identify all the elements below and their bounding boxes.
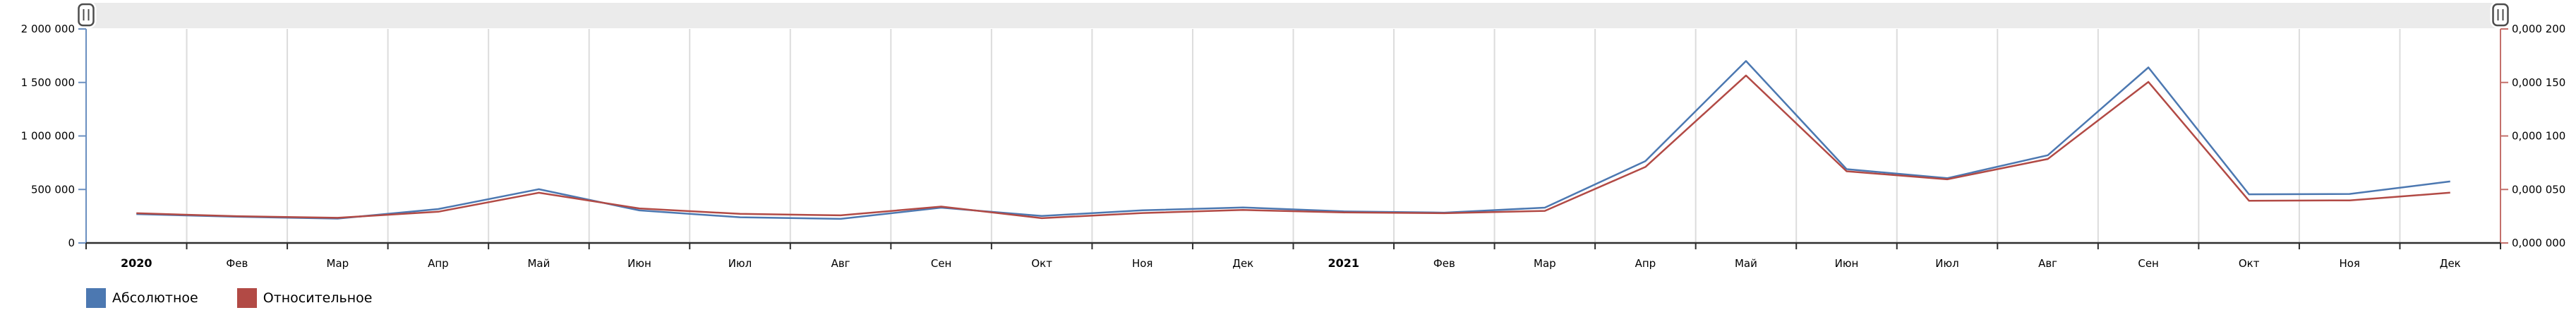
x-axis-label: Июл — [1935, 257, 1958, 270]
legend-label-absolute: Абсолютное — [112, 290, 198, 306]
x-axis-label: Окт — [1031, 257, 1052, 270]
x-axis-label: Фев — [226, 257, 248, 270]
range-end-handle[interactable] — [2492, 3, 2509, 27]
x-axis-label: Ноя — [1132, 257, 1152, 270]
x-axis-label: Окт — [2239, 257, 2260, 270]
range-start-handle[interactable] — [78, 3, 95, 27]
x-axis-label: Сен — [2138, 257, 2159, 270]
y-axis-right-label: 0,000 000 — [2512, 237, 2565, 249]
y-axis-left-label: 0 — [68, 237, 75, 249]
legend-item-relative[interactable]: Относительное — [236, 288, 373, 308]
range-start-handle-halo — [76, 1, 97, 28]
x-axis-label: Авг — [831, 257, 850, 270]
legend-swatch-relative-icon — [236, 288, 257, 308]
x-axis-label: 2021 — [1328, 256, 1360, 270]
x-axis-label: 2020 — [121, 256, 152, 270]
y-axis-right-label: 0,000 100 — [2512, 130, 2565, 143]
x-axis-label: Апр — [1635, 257, 1656, 270]
x-axis-label: Ноя — [2339, 257, 2359, 270]
y-axis-left-label: 2 000 000 — [21, 23, 75, 35]
legend-item-absolute[interactable]: Абсолютное — [86, 288, 198, 308]
x-axis-label: Мар — [1534, 257, 1556, 270]
x-axis-label: Авг — [2038, 257, 2057, 270]
x-axis-label: Сен — [931, 257, 952, 270]
x-axis-label: Май — [1735, 257, 1757, 270]
y-axis-right-label: 0,000 150 — [2512, 76, 2565, 89]
series-line-absolute — [136, 60, 2450, 220]
y-axis-left-label: 1 500 000 — [21, 76, 75, 89]
x-axis-label: Фев — [1433, 257, 1455, 270]
x-axis-label: Дек — [2440, 257, 2461, 270]
x-axis-label: Мар — [327, 257, 349, 270]
x-axis-label: Май — [527, 257, 550, 270]
y-axis-right-label: 0,000 050 — [2512, 183, 2565, 196]
chart-legend: Абсолютное Относительное — [86, 288, 372, 308]
x-axis-label: Июл — [728, 257, 752, 270]
x-axis-label: Апр — [428, 257, 449, 270]
x-axis-label: Июн — [1835, 257, 1859, 270]
y-axis-left-label: 500 000 — [31, 183, 75, 196]
range-selector-track[interactable] — [86, 3, 2500, 28]
legend-swatch-absolute-icon — [86, 288, 106, 308]
legend-label-relative: Относительное — [263, 290, 373, 306]
y-axis-left-label: 1 000 000 — [21, 130, 75, 143]
range-end-handle-halo — [2490, 1, 2511, 28]
x-axis-label: Июн — [627, 257, 651, 270]
y-axis-right-label: 0,000 200 — [2512, 23, 2565, 35]
series-line-relative — [136, 74, 2450, 220]
x-axis-label: Дек — [1232, 257, 1253, 270]
